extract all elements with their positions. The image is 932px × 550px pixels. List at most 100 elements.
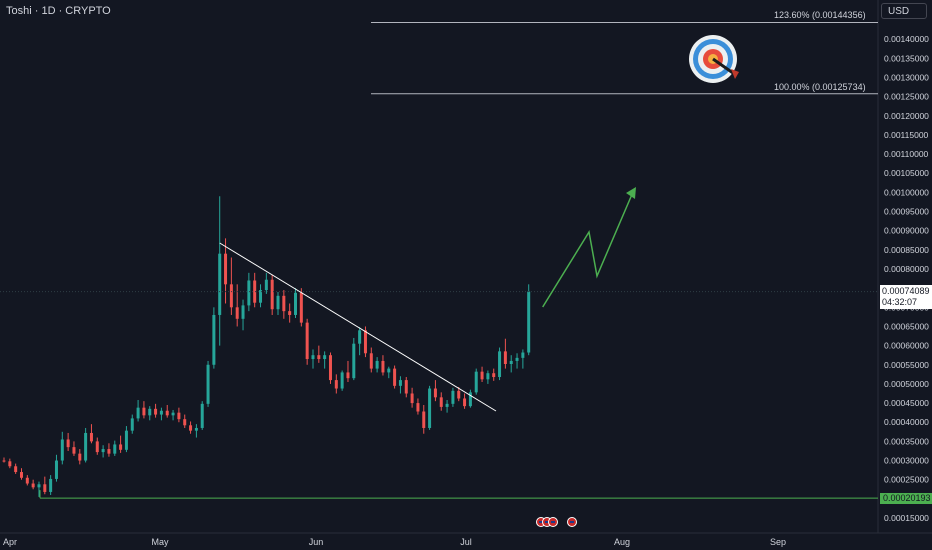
candle-body bbox=[54, 460, 58, 479]
candle-body bbox=[515, 357, 519, 361]
candle-body bbox=[311, 355, 315, 360]
y-tick-label: 0.00125000 bbox=[884, 92, 929, 102]
candle-body bbox=[89, 432, 93, 442]
candle-body bbox=[14, 466, 18, 473]
y-tick-label: 0.00095000 bbox=[884, 207, 929, 217]
candle-body bbox=[294, 292, 297, 315]
candle-body bbox=[410, 393, 414, 404]
candle-body bbox=[282, 295, 286, 312]
y-tick-label: 0.00140000 bbox=[884, 34, 929, 44]
y-tick-label: 0.00055000 bbox=[884, 360, 929, 370]
x-tick-label: Sep bbox=[770, 537, 786, 547]
candle-body bbox=[84, 432, 88, 461]
candle-body bbox=[352, 343, 356, 379]
candle-body bbox=[154, 408, 158, 415]
candle-body bbox=[235, 307, 239, 319]
candle-body bbox=[8, 461, 12, 467]
candle-body bbox=[317, 355, 321, 360]
candle-body bbox=[194, 427, 198, 431]
y-tick-label: 0.00025000 bbox=[884, 475, 929, 485]
candle-body bbox=[2, 460, 6, 462]
candle-body bbox=[387, 368, 391, 373]
candle-body bbox=[37, 484, 41, 488]
candle-body bbox=[381, 360, 385, 373]
y-tick-label: 0.00120000 bbox=[884, 111, 929, 121]
projection-path bbox=[542, 191, 634, 308]
candle-body bbox=[328, 355, 332, 381]
y-tick-label: 0.00045000 bbox=[884, 398, 929, 408]
y-tick-label: 0.00030000 bbox=[884, 456, 929, 466]
candle-countdown: 04:32:07 bbox=[882, 296, 918, 307]
y-tick-label: 0.00040000 bbox=[884, 417, 929, 427]
candle-body bbox=[241, 305, 245, 319]
candle-body bbox=[124, 430, 128, 450]
y-tick-label: 0.00105000 bbox=[884, 168, 929, 178]
support-price-tag: 0.00020193 bbox=[880, 493, 932, 505]
candle-body bbox=[422, 411, 426, 428]
candle-body bbox=[346, 372, 350, 379]
candle-body bbox=[136, 407, 140, 419]
candle-body bbox=[358, 330, 362, 344]
candle-body bbox=[468, 392, 472, 407]
us-flag-event-icon[interactable] bbox=[567, 517, 577, 527]
candle-body bbox=[445, 403, 449, 407]
projection-arrowhead bbox=[626, 187, 636, 199]
y-tick-label: 0.00110000 bbox=[884, 149, 929, 159]
candle-body bbox=[171, 412, 175, 416]
candle-body bbox=[113, 444, 117, 454]
current-price-tag: 0.00074089 04:32:07 bbox=[880, 284, 932, 309]
candle-body bbox=[404, 380, 408, 394]
x-tick-label: Jul bbox=[460, 537, 472, 547]
candle-body bbox=[49, 478, 53, 492]
candle-body bbox=[101, 449, 105, 453]
candle-body bbox=[398, 380, 402, 386]
candle-body bbox=[206, 364, 210, 404]
candles bbox=[2, 196, 531, 497]
candle-body bbox=[492, 373, 496, 378]
candle-body bbox=[66, 439, 70, 448]
candle-body bbox=[165, 410, 169, 416]
candle-body bbox=[433, 388, 437, 398]
candle-body bbox=[183, 419, 187, 426]
y-tick-label: 0.00035000 bbox=[884, 436, 929, 446]
y-tick-label: 0.00100000 bbox=[884, 187, 929, 197]
candle-body bbox=[340, 372, 344, 389]
candle-body bbox=[259, 290, 263, 303]
trendline bbox=[219, 242, 497, 412]
candle-body bbox=[299, 292, 303, 323]
chart-title: Toshi · 1D · CRYPTO bbox=[6, 5, 111, 17]
candle-body bbox=[509, 360, 513, 365]
us-flag-event-icon[interactable] bbox=[548, 517, 558, 527]
y-tick-label: 0.00115000 bbox=[884, 130, 929, 140]
candle-body bbox=[200, 403, 204, 428]
x-tick-label: Aug bbox=[614, 537, 630, 547]
candle-body bbox=[130, 418, 134, 431]
candle-body bbox=[323, 355, 327, 360]
candle-body bbox=[363, 330, 367, 354]
candle-body bbox=[229, 284, 233, 308]
candle-body bbox=[480, 371, 484, 380]
candle-body bbox=[25, 477, 29, 484]
candle-body bbox=[119, 444, 123, 450]
x-tick-label: Apr bbox=[3, 537, 17, 547]
y-tick-label: 0.00060000 bbox=[884, 341, 929, 351]
y-tick-label: 0.00015000 bbox=[884, 513, 929, 523]
candle-body bbox=[428, 388, 432, 428]
candle-body bbox=[393, 368, 397, 386]
candle-body bbox=[218, 253, 222, 315]
annotations bbox=[0, 35, 878, 499]
current-price-value: 0.00074089 bbox=[882, 285, 930, 296]
fib-label-123: 123.60% (0.00144356) bbox=[774, 10, 866, 21]
fib-label-100: 100.00% (0.00125734) bbox=[774, 81, 866, 92]
candle-body bbox=[416, 403, 420, 412]
candle-body bbox=[148, 408, 152, 416]
y-tick-label: 0.00135000 bbox=[884, 53, 929, 63]
currency-selector[interactable]: USD bbox=[881, 3, 927, 19]
candle-body bbox=[177, 412, 181, 420]
candle-body bbox=[264, 279, 268, 291]
candle-body bbox=[189, 425, 193, 431]
candle-body bbox=[142, 407, 146, 416]
price-axis: 0.000150000.000200000.000250000.00030000… bbox=[3, 34, 929, 547]
candle-body bbox=[369, 353, 373, 369]
